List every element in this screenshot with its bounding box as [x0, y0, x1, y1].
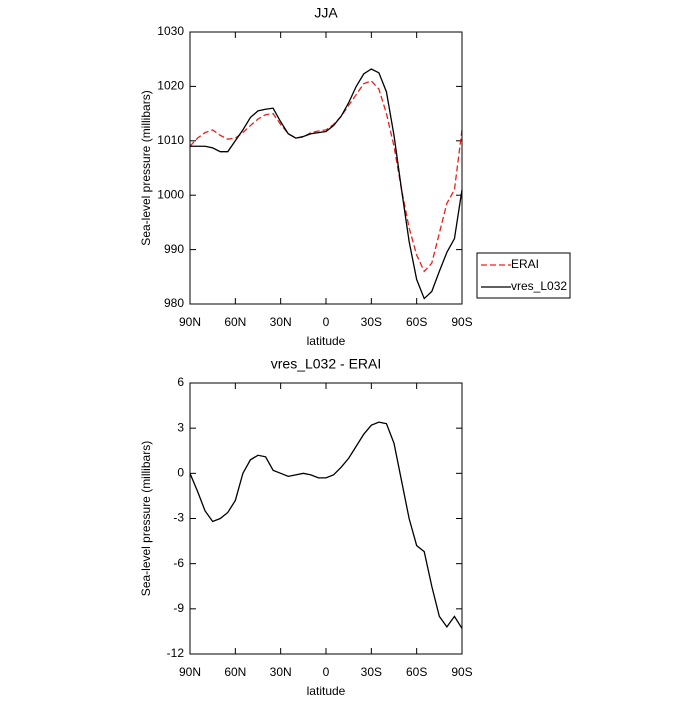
x-tick-label: 90S	[451, 315, 472, 329]
y-axis-label: Sea-level pressure (millibars)	[139, 90, 153, 245]
x-tick-label: 90S	[451, 665, 472, 679]
x-tick-label: 0	[323, 665, 330, 679]
chart-title: vres_L032 - ERAI	[271, 356, 382, 372]
x-axis-label: latitude	[307, 684, 346, 698]
x-tick-label: 90N	[179, 665, 201, 679]
y-tick-label: 1030	[157, 24, 184, 38]
data-line	[190, 68, 463, 300]
x-tick-label: 90N	[179, 315, 201, 329]
plot-frame	[189, 382, 463, 655]
y-tick-label: 1010	[157, 133, 184, 147]
y-tick-label: 990	[164, 242, 184, 256]
y-tick-label: 1000	[157, 187, 184, 201]
x-tick-label: 30S	[361, 315, 382, 329]
data-line	[189, 421, 463, 629]
x-tick-label: 60S	[406, 665, 427, 679]
y-tick-label: 6	[177, 375, 184, 389]
legend-box	[476, 252, 571, 299]
x-tick-label: 60N	[224, 665, 246, 679]
plot-frame	[189, 31, 463, 305]
y-tick-label: -9	[173, 601, 184, 615]
data-line	[189, 80, 463, 273]
y-tick-label: 3	[177, 420, 184, 434]
x-tick-label: 60S	[406, 315, 427, 329]
x-tick-label: 30N	[270, 665, 292, 679]
y-tick-label: 980	[164, 296, 184, 310]
y-tick-label: -6	[173, 556, 184, 570]
y-tick-label: -3	[173, 511, 184, 525]
legend-label: vres_L032	[511, 279, 567, 293]
y-tick-label: 1020	[157, 79, 184, 93]
x-axis-label: latitude	[307, 334, 346, 348]
x-tick-label: 30N	[270, 315, 292, 329]
x-tick-label: 0	[323, 315, 330, 329]
chart-title: JJA	[314, 5, 338, 21]
x-tick-label: 60N	[224, 315, 246, 329]
legend-label: ERAI	[511, 257, 539, 271]
y-axis-label: Sea-level pressure (millibars)	[139, 441, 153, 596]
y-tick-label: 0	[177, 466, 184, 480]
y-tick-label: -12	[167, 646, 185, 660]
x-tick-label: 30S	[361, 665, 382, 679]
